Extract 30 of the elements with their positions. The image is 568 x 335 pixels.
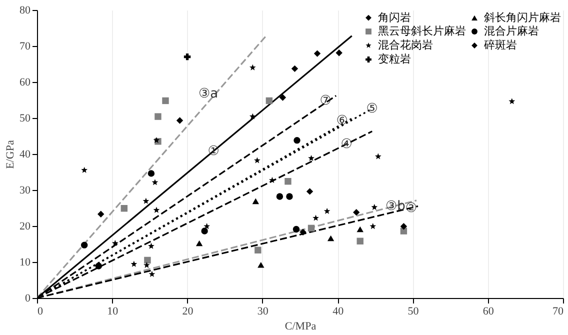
annotation: ③b: [385, 198, 406, 214]
y-tick-label: 0: [25, 292, 31, 304]
x-tick-label: 10: [107, 306, 119, 318]
legend-label: 角闪岩: [378, 10, 411, 24]
x-tick-label: 0: [38, 306, 44, 318]
y-tick-label: 70: [20, 40, 31, 52]
legend-label: 混合片麻岩: [484, 24, 539, 38]
x-tick-label: 50: [408, 306, 420, 318]
y-tick-label: 80: [20, 4, 31, 16]
x-tick-label: 20: [182, 306, 194, 318]
legend-label: 混合花岗岩: [378, 38, 433, 52]
y-tick-label: 40: [20, 148, 31, 160]
x-tick-label: 60: [482, 306, 494, 318]
x-tick-label: 30: [257, 306, 269, 318]
annotation: ⑤: [366, 102, 378, 117]
y-tick-label: 50: [20, 112, 31, 124]
y-tick-label: 30: [20, 184, 31, 196]
x-tick-label: 40: [332, 306, 344, 318]
y-tick-label: 20: [20, 220, 31, 232]
legend-label: 斜长角闪片麻岩: [484, 10, 561, 24]
annotation: ③a: [198, 86, 218, 102]
y-tick-label: 60: [20, 76, 31, 88]
legend-label: 黑云母斜长片麻岩: [378, 24, 466, 38]
x-axis-title: C/MPa: [284, 320, 316, 332]
y-axis-title: E/GPa: [4, 140, 16, 169]
annotation: ⑥: [336, 114, 348, 129]
legend-label: 变粒岩: [378, 52, 411, 66]
x-tick-label: 70: [552, 306, 564, 318]
legend-label: 碎斑岩: [483, 38, 517, 52]
y-tick-label: 10: [20, 256, 31, 268]
